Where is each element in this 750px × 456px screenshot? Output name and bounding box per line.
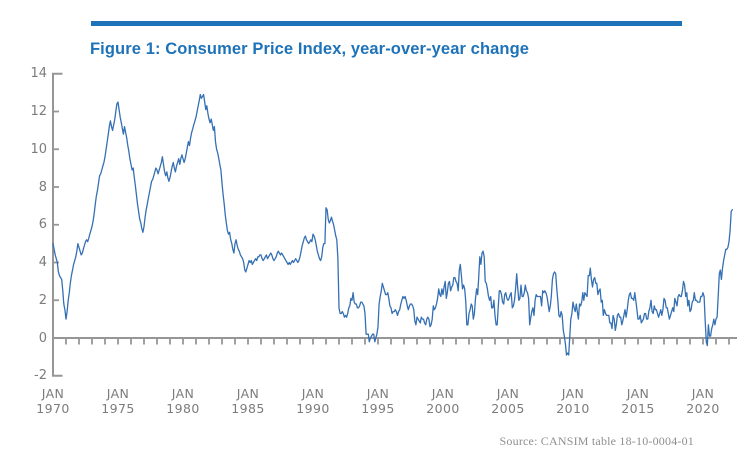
- x-axis-tick-month: JAN: [301, 386, 325, 401]
- x-axis-tick-month: JAN: [431, 386, 455, 401]
- y-axis-tick-label: 14: [30, 66, 47, 82]
- x-axis-tick-month: JAN: [366, 386, 390, 401]
- x-axis-tick-month: JAN: [626, 386, 650, 401]
- y-axis-ticks: [53, 110, 59, 302]
- x-axis-tick-month: JAN: [691, 386, 715, 401]
- x-axis-tick-month: JAN: [171, 386, 195, 401]
- x-axis-tick-label: JAN 1990: [289, 386, 337, 416]
- y-axis-tick-label: 0: [38, 330, 47, 346]
- x-axis-tick-year: 2010: [556, 400, 590, 416]
- x-axis-ticks: [65, 339, 730, 345]
- y-axis-tick-label: 4: [38, 255, 47, 270]
- x-axis-tick-month: JAN: [496, 386, 520, 401]
- x-axis-tick-month: JAN: [41, 386, 65, 401]
- title-rule: [91, 21, 682, 26]
- x-axis-tick-label: JAN 1970: [29, 386, 77, 416]
- x-axis-tick-label: JAN 1985: [224, 386, 272, 416]
- x-axis-tick-label: JAN 2000: [419, 386, 467, 416]
- x-axis-tick-label: JAN 2005: [484, 386, 532, 416]
- x-axis-tick-month: JAN: [106, 386, 130, 401]
- x-axis-tick-year: 1980: [166, 400, 200, 416]
- x-axis-tick-year: 1995: [361, 400, 395, 416]
- x-axis-tick-month: JAN: [561, 386, 585, 401]
- x-axis-tick-label: JAN 2015: [614, 386, 662, 416]
- x-axis-tick-year: 2020: [686, 400, 720, 416]
- y-axis-tick-label: 12: [30, 104, 47, 119]
- x-axis-tick-year: 1970: [36, 400, 70, 416]
- x-axis-tick-label: JAN 1975: [94, 386, 142, 416]
- x-axis-tick-label: JAN 1980: [159, 386, 207, 416]
- y-axis-tick-label: 8: [38, 179, 47, 195]
- x-axis-tick-year: 1975: [101, 400, 135, 416]
- x-axis-tick-label: JAN 2020: [679, 386, 727, 416]
- y-axis-tick-label: 6: [38, 217, 47, 233]
- y-axis-tick-label: 2: [38, 292, 47, 308]
- x-axis-tick-label: JAN 1995: [354, 386, 402, 416]
- source-note: Source: CANSIM table 18-10-0004-01: [499, 434, 694, 448]
- x-axis-tick-year: 1985: [231, 400, 265, 416]
- y-axis-tick-label: 10: [30, 141, 47, 157]
- x-axis-tick-year: 2005: [491, 400, 525, 416]
- cpi-line: [52, 93, 733, 356]
- x-axis-tick-year: 2015: [621, 400, 655, 416]
- x-axis-tick-month: JAN: [236, 386, 260, 401]
- x-axis-tick-year: 2000: [426, 400, 460, 416]
- figure-title: Figure 1: Consumer Price Index, year-ove…: [90, 40, 530, 58]
- y-axis-tick-label: -2: [34, 368, 47, 384]
- x-axis-tick-label: JAN 2010: [549, 386, 597, 416]
- x-axis-tick-year: 1990: [296, 400, 330, 416]
